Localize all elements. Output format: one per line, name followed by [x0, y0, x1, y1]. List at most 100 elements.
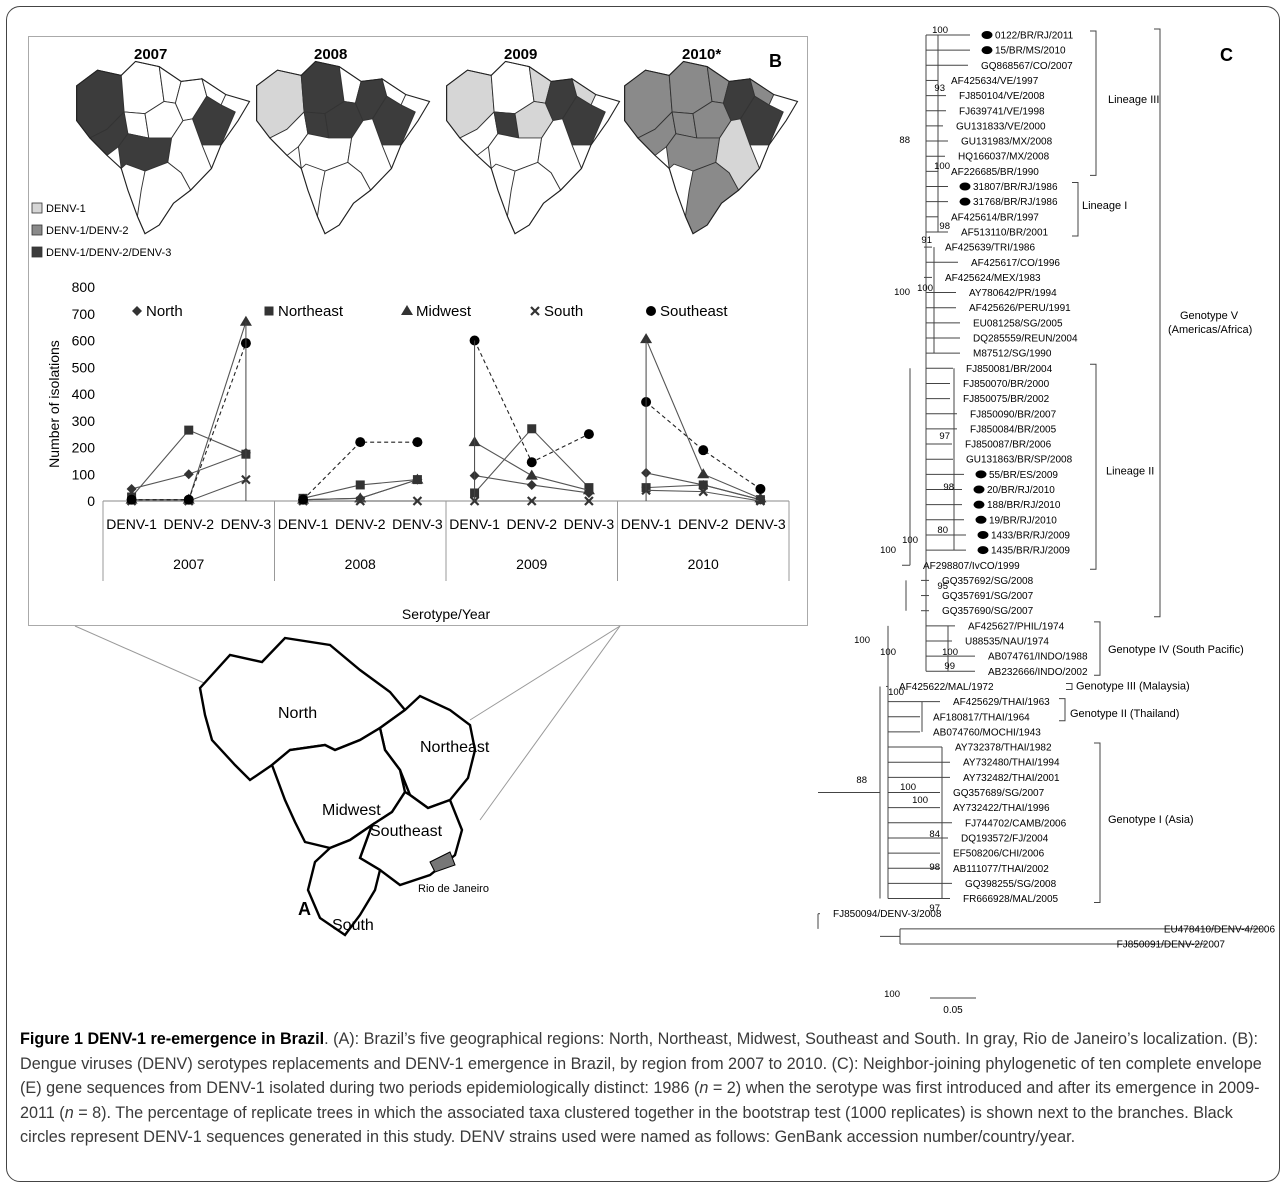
clade-label: Genotype II (Thailand): [1070, 708, 1179, 720]
taxon-label: EF508206/CHI/2006: [953, 849, 1045, 860]
taxon-label: U88535/NAU/1974: [965, 637, 1049, 648]
data-point: [183, 469, 194, 480]
figure-caption: Figure 1 DENV-1 re-emergence in Brazil. …: [20, 1027, 1265, 1150]
study-sequence-marker: [977, 530, 989, 539]
country-outline: [446, 60, 621, 235]
connector-line: [74, 625, 221, 691]
taxon-label: AF425614/BR/1997: [951, 212, 1039, 223]
taxon-label: FR666928/MAL/2005: [963, 894, 1059, 905]
data-point: [298, 494, 309, 505]
data-point: [698, 445, 709, 456]
legend-label: DENV-1: [46, 203, 86, 215]
data-point: [126, 483, 137, 494]
bootstrap-value: 97: [939, 431, 950, 442]
bootstrap-value: 98: [939, 221, 950, 232]
bootstrap-value: 97: [929, 903, 940, 914]
bootstrap-value: 98: [929, 862, 940, 873]
data-point: [411, 473, 424, 484]
rio-de-janeiro-state: [429, 851, 456, 873]
clade-bracket: [1090, 30, 1097, 176]
mini-map-2007: [76, 60, 251, 235]
taxon-label: EU081258/SG/2005: [973, 318, 1063, 329]
clade-label: Genotype III (Malaysia): [1076, 680, 1190, 692]
region-label: South: [332, 917, 374, 934]
taxon-label: AF425624/MEX/1983: [945, 273, 1041, 284]
bootstrap-value: 100: [912, 795, 928, 806]
data-point: [754, 492, 767, 503]
taxon-label: AB111077/THAI/2002: [953, 864, 1049, 875]
series-line: [131, 429, 247, 498]
legend-entry: Northeast: [278, 303, 344, 320]
bootstrap-value: 100: [902, 535, 918, 546]
region-label: Midwest: [322, 802, 381, 819]
x-tick-label: DENV-2: [163, 516, 214, 532]
taxon-label: HQ166037/MX/2008: [958, 152, 1050, 163]
bootstrap-value: 100: [900, 782, 916, 793]
taxon-label: AF425622/MAL/1972: [899, 682, 994, 693]
bootstrap-value: 100: [888, 687, 904, 698]
taxon-label: 31807/BR/RJ/1986: [973, 182, 1058, 193]
city-label: Rio de Janeiro: [418, 883, 489, 895]
country-outline: [256, 60, 431, 235]
caption-text-b: = 2) when the serotype was first introdu…: [20, 1079, 1260, 1122]
x-tick-label: DENV-3: [392, 516, 443, 532]
taxon-label: FJ850084/BR/2005: [970, 424, 1057, 435]
y-tick-label: 800: [72, 279, 96, 295]
taxon-label: EU478410/DENV-4/2006: [1164, 924, 1275, 935]
connector-line: [469, 625, 621, 721]
series-southeast: [126, 335, 766, 505]
legend-swatch: [31, 202, 43, 214]
study-sequence-marker: [973, 500, 985, 509]
group-label: 2009: [516, 556, 547, 572]
series-line: [302, 441, 418, 501]
clade-bracket: [1094, 742, 1101, 904]
x-tick-label: DENV-1: [106, 516, 157, 532]
taxon-label: AF425617/CO/1996: [971, 258, 1060, 269]
taxon-label: AY732482/THAI/2001: [963, 773, 1060, 784]
taxon-label: FJ850075/BR/2002: [963, 394, 1050, 405]
scale-bar-label: 0.05: [943, 1005, 963, 1015]
taxon-label: FJ850090/BR/2007: [970, 409, 1057, 420]
taxon-label: GQ357690/SG/2007: [942, 606, 1034, 617]
taxon-label: AB232666/INDO/2002: [988, 667, 1088, 678]
y-tick-label: 500: [72, 359, 96, 375]
legend-entry: South: [544, 303, 583, 320]
taxon-label: GU131833/VE/2000: [956, 121, 1046, 132]
series-line: [474, 340, 590, 463]
taxon-label: GQ868567/CO/2007: [981, 61, 1073, 72]
taxon-label: FJ850087/BR/2006: [965, 440, 1052, 451]
taxon-label: AF226685/BR/1990: [951, 167, 1039, 178]
clade-bracket: [1090, 363, 1097, 570]
data-point: [698, 486, 709, 497]
taxon-label: FJ850094/DENV-3/2008: [833, 909, 942, 920]
taxon-label: GQ357689/SG/2007: [953, 788, 1045, 799]
bootstrap-value: 100: [934, 161, 950, 172]
map-series: 2007 2008 2009 2010* B DENV-1 DENV-1/DENV-2 DEN…: [31, 46, 799, 259]
map-year-label: 2008: [314, 46, 347, 63]
taxon-label: GQ357692/SG/2008: [942, 576, 1034, 587]
map-year-label: 2009: [504, 46, 537, 63]
data-point: [526, 479, 537, 490]
taxon-label: 188/BR/RJ/2010: [987, 500, 1061, 511]
clade-bracket: [1066, 682, 1073, 690]
taxon-label: AF425639/TRI/1986: [945, 243, 1035, 254]
caption-text-c: = 8). The percentage of replicate trees …: [20, 1103, 1233, 1147]
taxon-label: AF425626/PERU/1991: [969, 303, 1071, 314]
bootstrap-value: 80: [937, 525, 948, 536]
taxon-label: FJ639741/VE/1998: [959, 106, 1045, 117]
data-point: [584, 496, 594, 506]
data-point: [132, 306, 142, 316]
region-label: Southeast: [370, 823, 443, 840]
clade-label: Genotype I (Asia): [1108, 814, 1194, 826]
study-sequence-marker: [977, 546, 989, 555]
x-tick-label: DENV-2: [506, 516, 557, 532]
y-tick-label: 400: [72, 386, 96, 402]
data-point: [401, 305, 413, 315]
data-point: [697, 468, 710, 479]
panel-b: 2007 2008 2009 2010* B DENV-1 DENV-1/DENV-2 DEN…: [28, 36, 808, 626]
mini-map-2009: [446, 60, 621, 235]
legend-swatch: [31, 224, 43, 236]
taxon-label: FJ850104/VE/2008: [959, 91, 1045, 102]
taxon-label: 31768/BR/RJ/1986: [973, 197, 1058, 208]
data-point: [412, 496, 423, 506]
